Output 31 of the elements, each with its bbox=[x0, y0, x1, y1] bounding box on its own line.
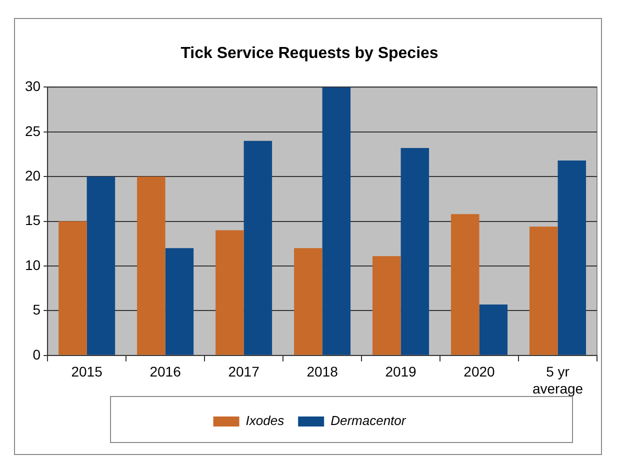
y-tick-label: 20 bbox=[24, 167, 41, 184]
y-tick-label: 15 bbox=[24, 212, 41, 228]
x-tick-label: 2018 bbox=[306, 364, 338, 380]
bar bbox=[58, 221, 87, 355]
x-tick-label: 2016 bbox=[150, 364, 182, 380]
bar bbox=[479, 304, 508, 355]
bar bbox=[322, 87, 351, 355]
x-tick-label: 2019 bbox=[385, 364, 417, 380]
bar bbox=[165, 248, 194, 355]
bar bbox=[244, 140, 272, 355]
y-tick-label: 25 bbox=[24, 122, 41, 139]
x-tick-label: 2015 bbox=[71, 364, 103, 380]
chart-title: Tick Service Requests by Species bbox=[180, 45, 438, 62]
legend-label: Dermacentor bbox=[330, 413, 406, 428]
bar bbox=[294, 248, 322, 355]
bar bbox=[400, 148, 430, 355]
bar bbox=[451, 214, 480, 355]
bar bbox=[530, 226, 558, 355]
x-tick-label: 2017 bbox=[228, 364, 260, 380]
bar bbox=[558, 160, 586, 355]
x-tick-label: 2020 bbox=[464, 364, 496, 380]
x-tick-label: 5 yr average bbox=[532, 364, 584, 396]
legend-label: Ixodes bbox=[246, 413, 285, 428]
bar bbox=[86, 176, 116, 355]
bar bbox=[372, 256, 401, 355]
y-tick-label: 10 bbox=[24, 256, 41, 273]
y-tick-label: 30 bbox=[24, 78, 41, 94]
y-tick-label: 5 bbox=[32, 302, 41, 318]
y-tick-label: 0 bbox=[32, 346, 41, 362]
bar bbox=[137, 176, 166, 355]
bar bbox=[216, 230, 244, 355]
